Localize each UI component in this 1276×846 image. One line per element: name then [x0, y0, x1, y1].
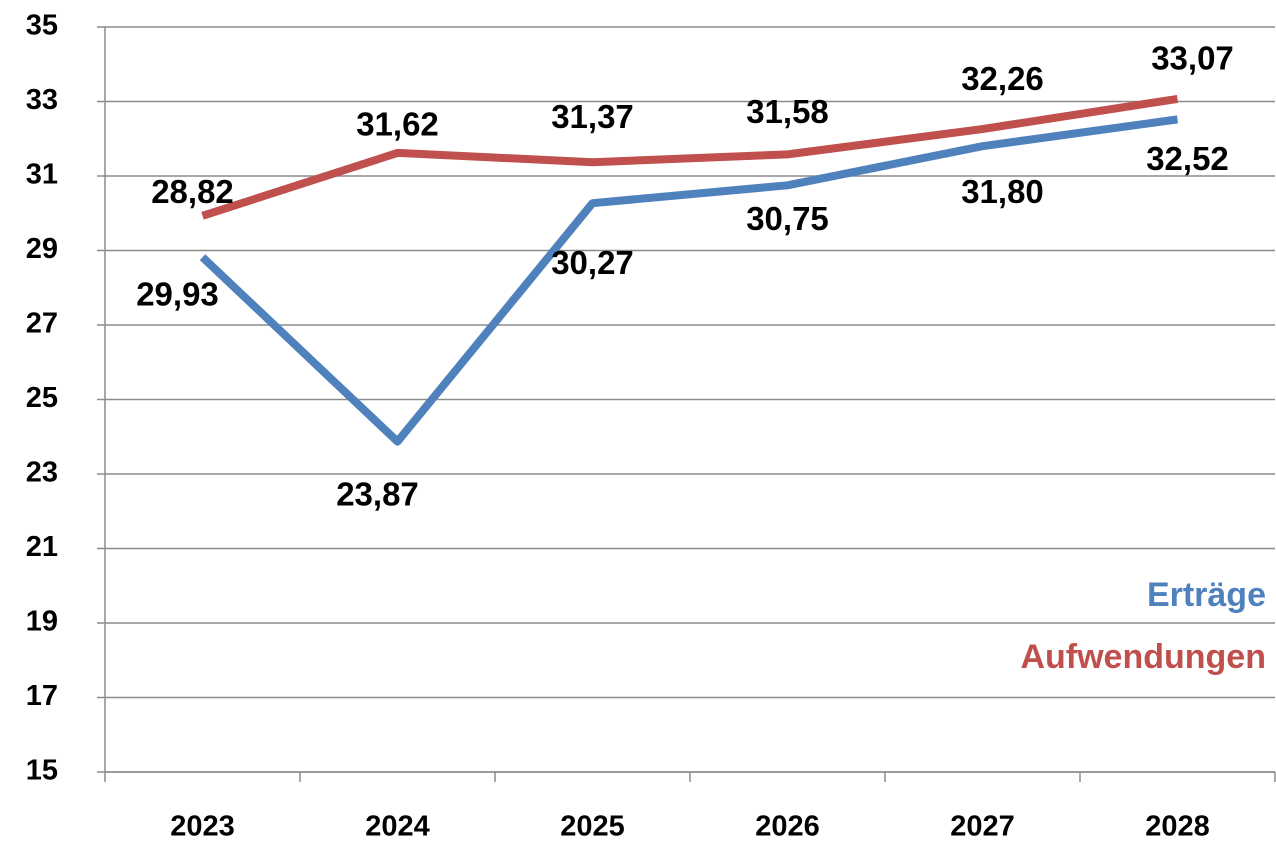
x-tick-label: 2023 — [170, 811, 235, 843]
line-series — [201, 94, 1179, 220]
y-tick-label: 19 — [26, 606, 58, 638]
data-label: 32,52 — [1146, 140, 1229, 177]
legend-entry: Erträge — [1147, 576, 1266, 614]
data-label: 31,80 — [961, 173, 1044, 210]
y-tick-label: 31 — [26, 159, 58, 191]
data-label: 32,26 — [961, 60, 1044, 97]
y-tick-label: 23 — [26, 457, 58, 489]
y-tick-label: 35 — [26, 10, 58, 42]
x-tick-label: 2027 — [950, 811, 1015, 843]
y-tick-label: 21 — [26, 531, 58, 563]
x-tick-label: 2026 — [755, 811, 820, 843]
line-series — [199, 115, 1179, 446]
x-tick-label: 2025 — [560, 811, 625, 843]
data-label: 33,07 — [1151, 40, 1234, 77]
data-label: 30,75 — [746, 200, 829, 237]
y-tick-label: 29 — [26, 233, 58, 265]
legend-entry: Aufwendungen — [1020, 638, 1266, 676]
y-tick-label: 33 — [26, 84, 58, 116]
x-tick-label: 2028 — [1145, 811, 1210, 843]
data-label: 31,62 — [356, 106, 439, 143]
data-label: 28,82 — [151, 173, 234, 210]
data-label: 23,87 — [336, 475, 419, 512]
y-tick-label: 15 — [26, 755, 58, 787]
y-tick-label: 25 — [26, 382, 58, 414]
y-tick-label: 27 — [26, 308, 58, 340]
data-label: 31,37 — [551, 98, 634, 135]
data-label: 31,58 — [746, 93, 829, 130]
data-label: 29,93 — [136, 276, 219, 313]
x-tick-label: 2024 — [365, 811, 430, 843]
y-tick-label: 17 — [26, 680, 58, 712]
data-label: 30,27 — [551, 244, 634, 281]
